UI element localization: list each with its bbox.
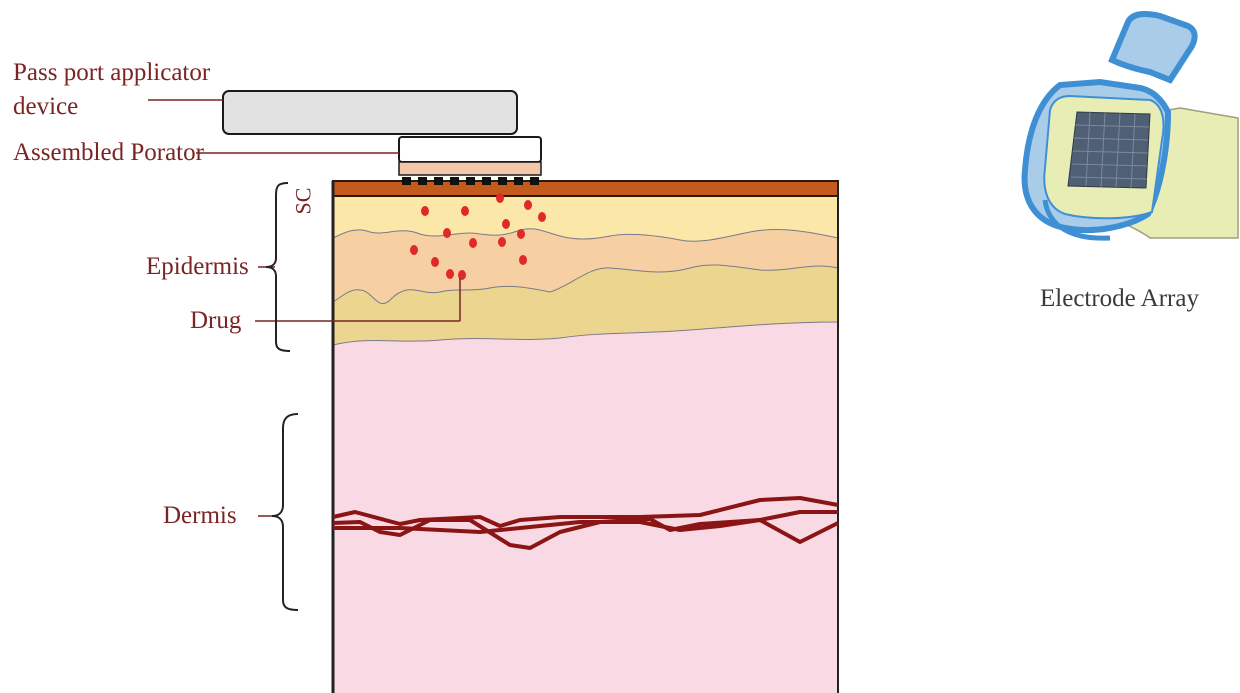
porator-pad bbox=[398, 161, 542, 176]
grid-line bbox=[1130, 113, 1136, 189]
electrode-lead bbox=[1042, 199, 1111, 241]
drug-particles bbox=[410, 193, 546, 280]
electrode-array-icon bbox=[1021, 11, 1239, 241]
assembled-porator bbox=[398, 136, 542, 163]
sc-label: SC bbox=[290, 187, 316, 215]
porator-electrode bbox=[418, 177, 427, 185]
porator-electrode bbox=[482, 177, 491, 185]
electrode-grid-lines bbox=[1070, 111, 1150, 189]
vessel-line bbox=[332, 496, 839, 528]
applicator-label-line2: device bbox=[13, 93, 79, 120]
grid-line bbox=[1072, 150, 1149, 154]
grid-line bbox=[1085, 111, 1091, 187]
drug-dot bbox=[524, 200, 532, 210]
porator-electrode bbox=[402, 177, 411, 185]
drug-dot bbox=[458, 270, 466, 280]
drug-dot bbox=[446, 269, 454, 279]
porator-label: Assembled Porator bbox=[13, 139, 204, 166]
dermis-label: Dermis bbox=[163, 502, 237, 529]
drug-dot bbox=[538, 212, 546, 222]
epidermis-upper-band bbox=[332, 195, 839, 242]
electrode-grid bbox=[1067, 111, 1151, 189]
porator-electrodes bbox=[402, 177, 539, 185]
drug-dot bbox=[431, 257, 439, 267]
electrode-array-label: Electrode Array bbox=[1040, 285, 1199, 312]
drug-dot bbox=[461, 206, 469, 216]
drug-dot bbox=[498, 237, 506, 247]
drug-dot bbox=[517, 229, 525, 239]
vessel-line bbox=[332, 517, 839, 550]
porator-electrode bbox=[466, 177, 475, 185]
porator-electrode bbox=[498, 177, 507, 185]
passport-applicator-device bbox=[222, 90, 518, 135]
grid-line bbox=[1073, 137, 1149, 141]
drug-label: Drug bbox=[190, 307, 242, 334]
porator-electrode bbox=[450, 177, 459, 185]
electrode-tab bbox=[1108, 11, 1198, 84]
drug-dot bbox=[502, 219, 510, 229]
drug-dot bbox=[421, 206, 429, 216]
applicator-label-line1: Pass port applicator bbox=[13, 59, 211, 86]
vessel-line bbox=[333, 510, 838, 534]
grid-line bbox=[1100, 112, 1106, 188]
porator-electrode bbox=[514, 177, 523, 185]
porator-electrode bbox=[434, 177, 443, 185]
porator-electrode bbox=[530, 177, 539, 185]
grid-line bbox=[1115, 112, 1121, 188]
dermis-bracket bbox=[271, 413, 299, 611]
grid-line bbox=[1070, 176, 1148, 180]
epidermis-label: Epidermis bbox=[146, 253, 249, 280]
drug-dot bbox=[496, 193, 504, 203]
drug-dot bbox=[469, 238, 477, 248]
drug-dot bbox=[410, 245, 418, 255]
grid-line bbox=[1071, 163, 1148, 167]
grid-line bbox=[1074, 124, 1150, 128]
blood-vessels bbox=[332, 496, 839, 550]
drug-dot bbox=[443, 228, 451, 238]
drug-dot bbox=[519, 255, 527, 265]
epidermis-bracket bbox=[265, 182, 291, 352]
